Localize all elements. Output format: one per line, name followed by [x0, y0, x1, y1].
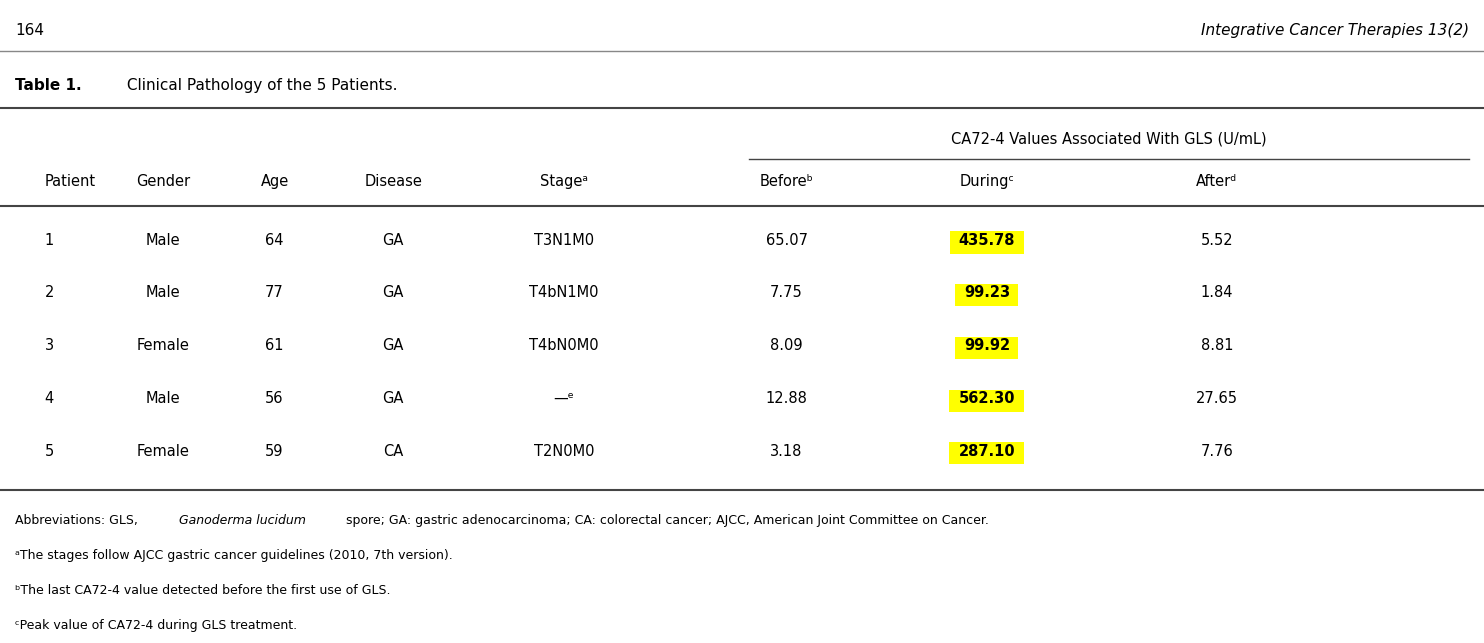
Text: Duringᶜ: Duringᶜ — [960, 174, 1014, 188]
Text: Male: Male — [145, 285, 181, 300]
Text: GA: GA — [383, 338, 404, 353]
Text: 99.92: 99.92 — [963, 338, 1011, 353]
Text: 3.18: 3.18 — [770, 444, 803, 458]
FancyBboxPatch shape — [956, 337, 1018, 359]
Text: 99.23: 99.23 — [963, 285, 1011, 300]
Text: CA: CA — [383, 444, 404, 458]
Text: Table 1.: Table 1. — [15, 78, 82, 93]
Text: 4: 4 — [45, 391, 53, 406]
Text: —ᵉ: —ᵉ — [554, 391, 574, 406]
Text: 435.78: 435.78 — [959, 233, 1015, 248]
FancyBboxPatch shape — [950, 390, 1024, 412]
Text: 1.84: 1.84 — [1201, 285, 1233, 300]
Text: 7.76: 7.76 — [1201, 444, 1233, 458]
Text: 77: 77 — [266, 285, 283, 300]
FancyBboxPatch shape — [956, 284, 1018, 306]
Text: spore; GA: gastric adenocarcinoma; CA: colorectal cancer; AJCC, American Joint C: spore; GA: gastric adenocarcinoma; CA: c… — [343, 514, 990, 527]
Text: T4bN0M0: T4bN0M0 — [530, 338, 598, 353]
Text: Female: Female — [137, 338, 190, 353]
Text: GA: GA — [383, 391, 404, 406]
Text: Disease: Disease — [365, 174, 421, 188]
Text: Male: Male — [145, 391, 181, 406]
FancyBboxPatch shape — [950, 231, 1024, 253]
Text: CA72-4 Values Associated With GLS (U/mL): CA72-4 Values Associated With GLS (U/mL) — [951, 131, 1267, 146]
Text: Abbreviations: GLS,: Abbreviations: GLS, — [15, 514, 141, 527]
Text: 562.30: 562.30 — [959, 391, 1015, 406]
Text: ᶜPeak value of CA72-4 during GLS treatment.: ᶜPeak value of CA72-4 during GLS treatme… — [15, 619, 297, 631]
Text: Male: Male — [145, 233, 181, 248]
Text: GA: GA — [383, 233, 404, 248]
Text: 61: 61 — [266, 338, 283, 353]
Text: 164: 164 — [15, 23, 45, 37]
Text: 2: 2 — [45, 285, 53, 300]
Text: ᵃThe stages follow AJCC gastric cancer guidelines (2010, 7th version).: ᵃThe stages follow AJCC gastric cancer g… — [15, 549, 453, 562]
Text: 59: 59 — [266, 444, 283, 458]
Text: 65.07: 65.07 — [766, 233, 807, 248]
Text: GA: GA — [383, 285, 404, 300]
Text: Patient: Patient — [45, 174, 95, 188]
Text: Beforeᵇ: Beforeᵇ — [760, 174, 813, 188]
Text: 5: 5 — [45, 444, 53, 458]
Text: 8.09: 8.09 — [770, 338, 803, 353]
Text: T3N1M0: T3N1M0 — [534, 233, 594, 248]
Text: Integrative Cancer Therapies 13(2): Integrative Cancer Therapies 13(2) — [1201, 23, 1469, 37]
Text: 7.75: 7.75 — [770, 285, 803, 300]
Text: Gender: Gender — [137, 174, 190, 188]
Text: 287.10: 287.10 — [959, 444, 1015, 458]
FancyBboxPatch shape — [950, 442, 1024, 464]
Text: Age: Age — [260, 174, 289, 188]
Text: 56: 56 — [266, 391, 283, 406]
Text: Ganoderma lucidum: Ganoderma lucidum — [178, 514, 306, 527]
Text: ᵇThe last CA72-4 value detected before the first use of GLS.: ᵇThe last CA72-4 value detected before t… — [15, 584, 390, 597]
Text: 1: 1 — [45, 233, 53, 248]
Text: 8.81: 8.81 — [1201, 338, 1233, 353]
Text: 27.65: 27.65 — [1196, 391, 1238, 406]
Text: T2N0M0: T2N0M0 — [534, 444, 594, 458]
Text: 12.88: 12.88 — [766, 391, 807, 406]
Text: 3: 3 — [45, 338, 53, 353]
Text: Stageᵃ: Stageᵃ — [540, 174, 588, 188]
Text: Clinical Pathology of the 5 Patients.: Clinical Pathology of the 5 Patients. — [122, 78, 398, 93]
Text: Afterᵈ: Afterᵈ — [1196, 174, 1238, 188]
Text: Female: Female — [137, 444, 190, 458]
Text: 64: 64 — [266, 233, 283, 248]
Text: 5.52: 5.52 — [1201, 233, 1233, 248]
Text: T4bN1M0: T4bN1M0 — [530, 285, 598, 300]
